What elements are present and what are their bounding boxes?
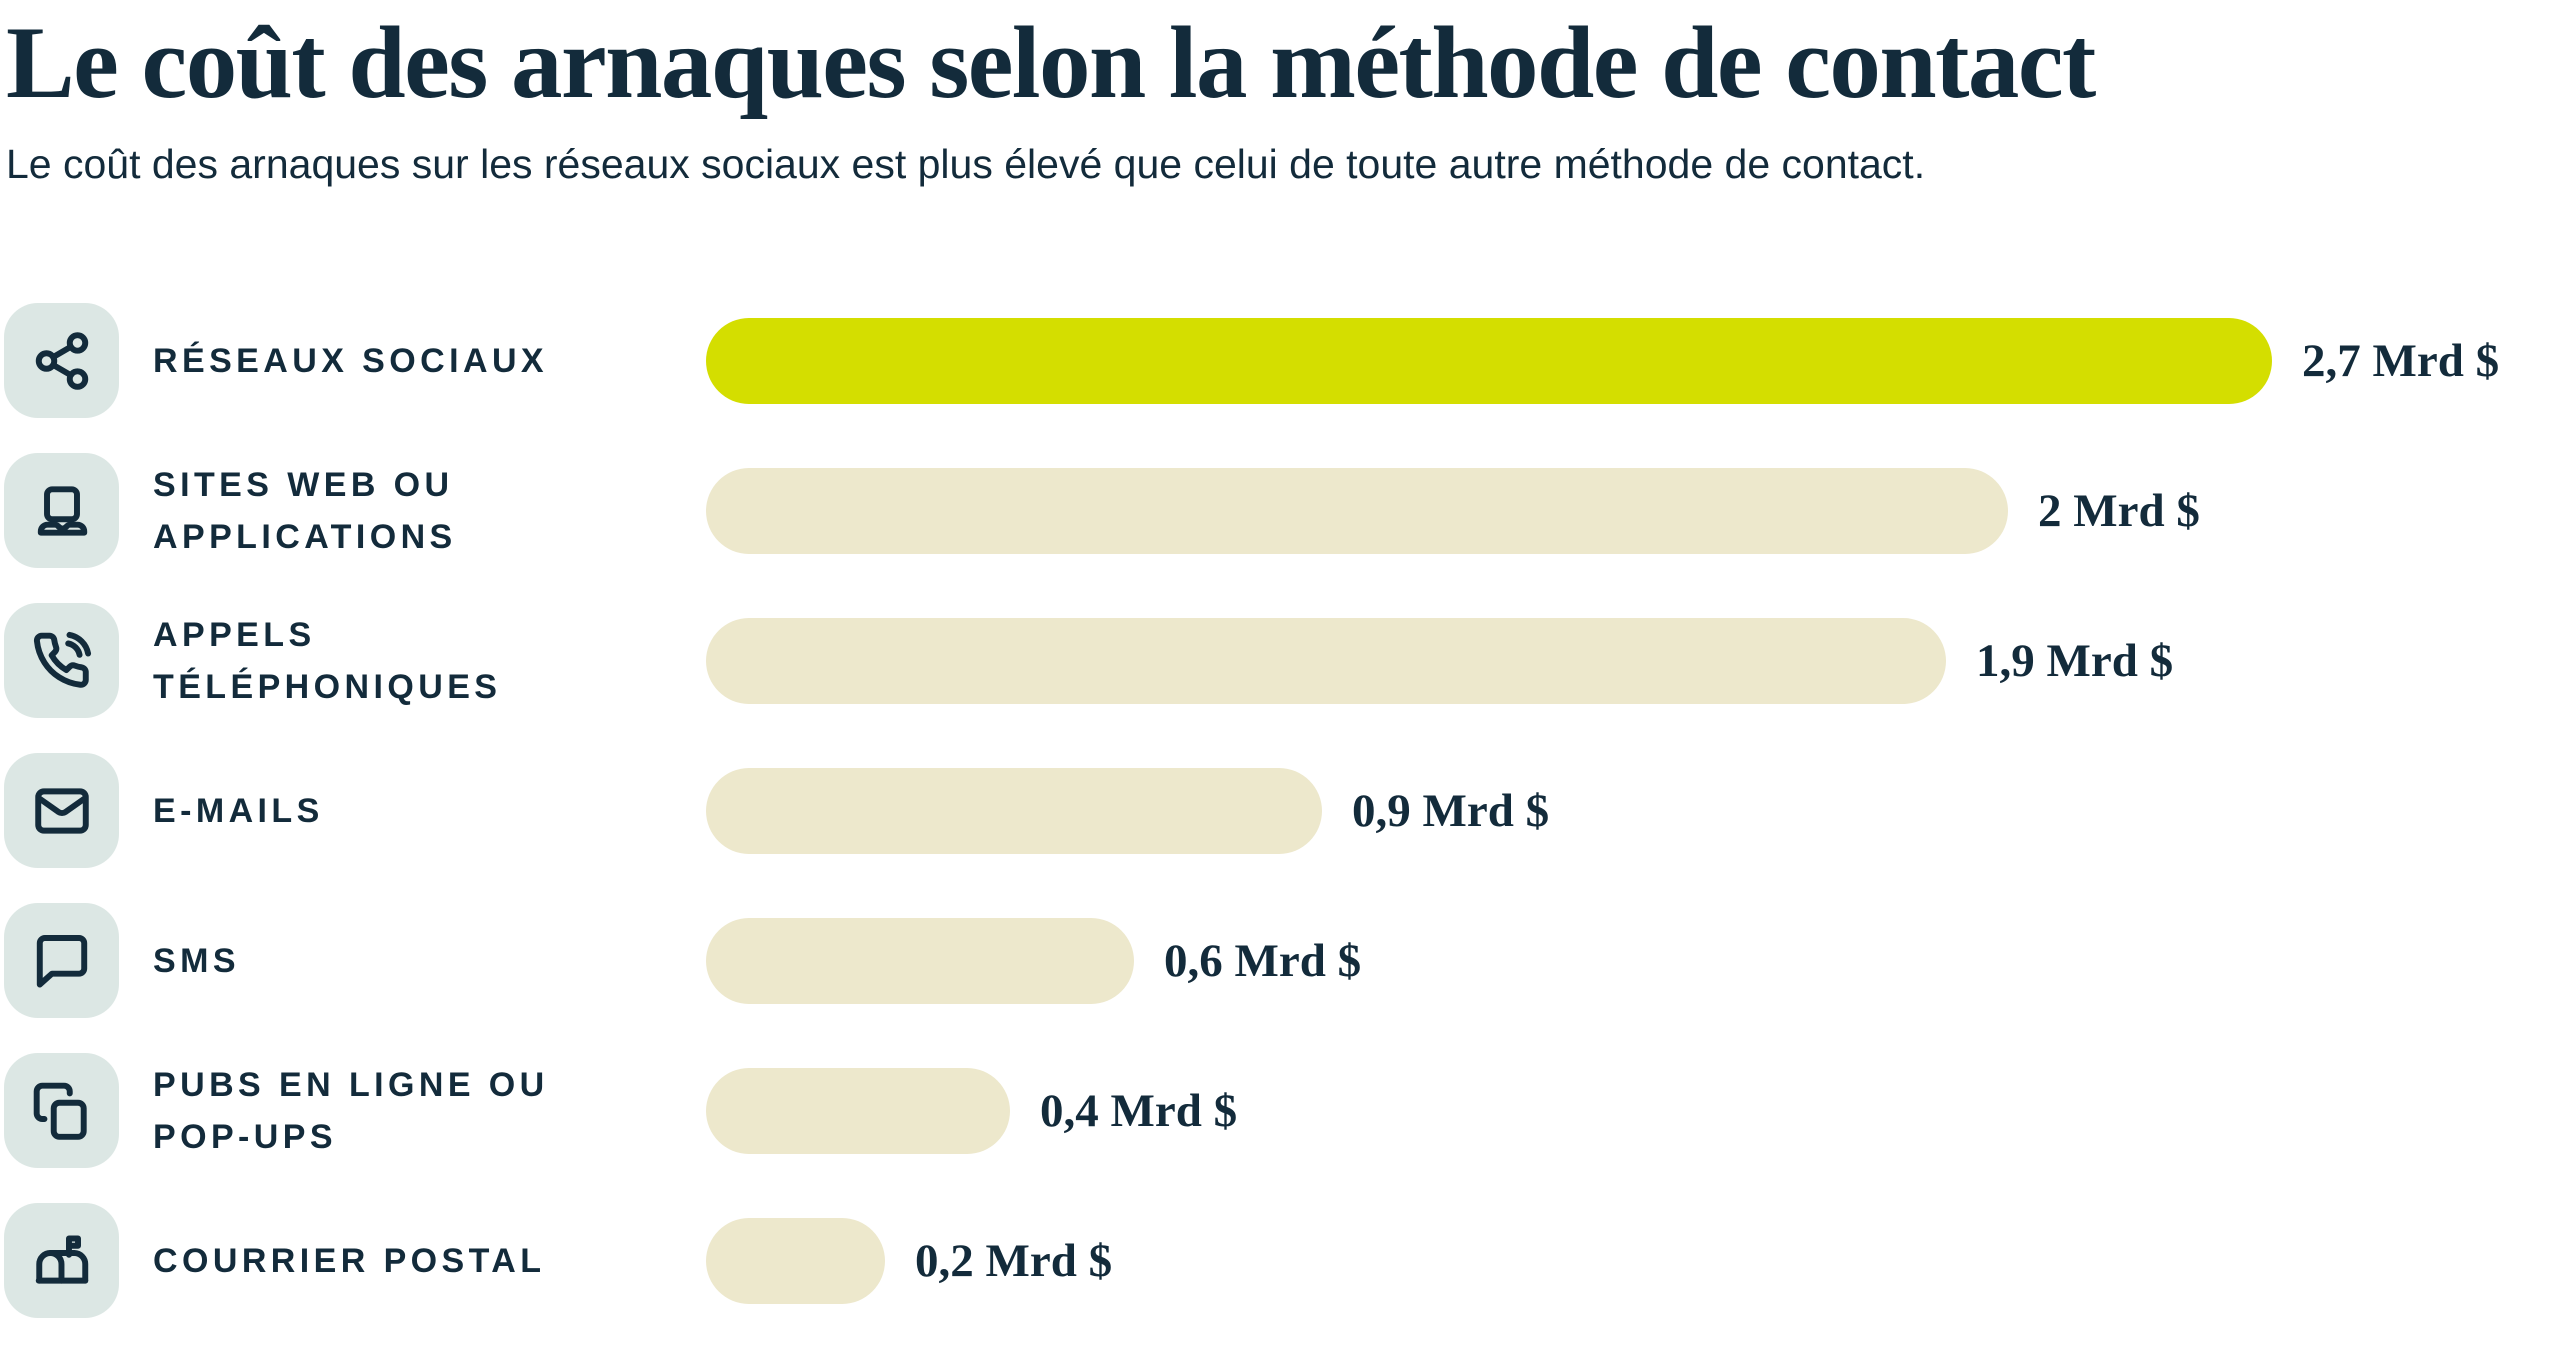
phone-call-icon [33,631,91,688]
chart-row: PUBS EN LIGNE OU POP-UPS 0,4 Mrd $ [0,1036,2560,1186]
category-label: E-MAILS [153,785,706,837]
bar-area: 0,2 Mrd $ [706,1217,2560,1304]
category-label-line: TÉLÉPHONIQUES [153,667,502,706]
category-label: SITES WEB OU APPLICATIONS [153,459,706,563]
category-label-line: SMS [153,941,240,980]
icon-tile [4,603,119,719]
category-label: PUBS EN LIGNE OU POP-UPS [153,1059,706,1163]
icon-tile [4,1053,119,1169]
bar-area: 0,9 Mrd $ [706,767,2560,854]
category-label-line: COURRIER POSTAL [153,1241,546,1280]
value-label: 0,9 Mrd $ [1352,784,1550,837]
bar [706,617,1946,704]
copy-windows-icon [33,1082,87,1140]
bar-area: 2 Mrd $ [706,467,2560,554]
value-label: 0,2 Mrd $ [915,1234,1113,1287]
chart-row: SMS 0,6 Mrd $ [0,886,2560,1036]
chart-row: COURRIER POSTAL 0,2 Mrd $ [0,1186,2560,1336]
icon-tile [4,453,119,569]
category-label: APPELS TÉLÉPHONIQUES [153,609,706,713]
category-label: SMS [153,935,706,987]
category-label-line: E-MAILS [153,791,324,830]
category-label-line: SITES WEB OU [153,465,454,504]
page-subtitle: Le coût des arnaques sur les réseaux soc… [6,141,1926,188]
bar [706,767,1322,854]
value-label: 2,7 Mrd $ [2302,334,2500,387]
icon-tile [4,1203,119,1319]
category-label-line: PUBS EN LIGNE OU [153,1065,549,1104]
bar-area: 0,6 Mrd $ [706,917,2560,1004]
mail-icon [34,788,89,834]
category-label: COURRIER POSTAL [153,1235,706,1287]
value-label: 0,4 Mrd $ [1040,1084,1238,1137]
share-icon [35,331,88,390]
icon-tile [4,303,119,419]
mailbox-icon [35,1235,88,1284]
category-label-line: APPLICATIONS [153,517,457,556]
chart-row: APPELS TÉLÉPHONIQUES 1,9 Mrd $ [0,586,2560,736]
category-label-line: POP-UPS [153,1117,337,1156]
bar [706,467,2008,554]
laptop-icon [37,486,87,536]
bar-area: 1,9 Mrd $ [706,617,2560,704]
category-label-line: RÉSEAUX SOCIAUX [153,341,549,380]
chart-row: SITES WEB OU APPLICATIONS 2 Mrd $ [0,436,2560,586]
bar-area: 0,4 Mrd $ [706,1067,2560,1154]
category-label: RÉSEAUX SOCIAUX [153,335,706,387]
chart-header: Le coût des arnaques selon la méthode de… [0,0,2560,192]
icon-tile [4,903,119,1019]
bar [706,917,1134,1004]
chart-rows: RÉSEAUX SOCIAUX 2,7 Mrd $ SITES WEB OU APPL… [0,286,2560,1336]
bar [706,317,2272,404]
value-label: 0,6 Mrd $ [1164,934,1362,987]
value-label: 2 Mrd $ [2038,484,2200,537]
category-label-line: APPELS [153,615,316,654]
page-title: Le coût des arnaques selon la méthode de… [6,6,2096,120]
value-label: 1,9 Mrd $ [1976,634,2174,687]
message-bubble-icon [36,934,87,988]
chart-row: RÉSEAUX SOCIAUX 2,7 Mrd $ [0,286,2560,436]
bar [706,1217,885,1304]
chart-row: E-MAILS 0,9 Mrd $ [0,736,2560,886]
bar-area: 2,7 Mrd $ [706,317,2560,404]
icon-tile [4,753,119,869]
bar [706,1067,1010,1154]
